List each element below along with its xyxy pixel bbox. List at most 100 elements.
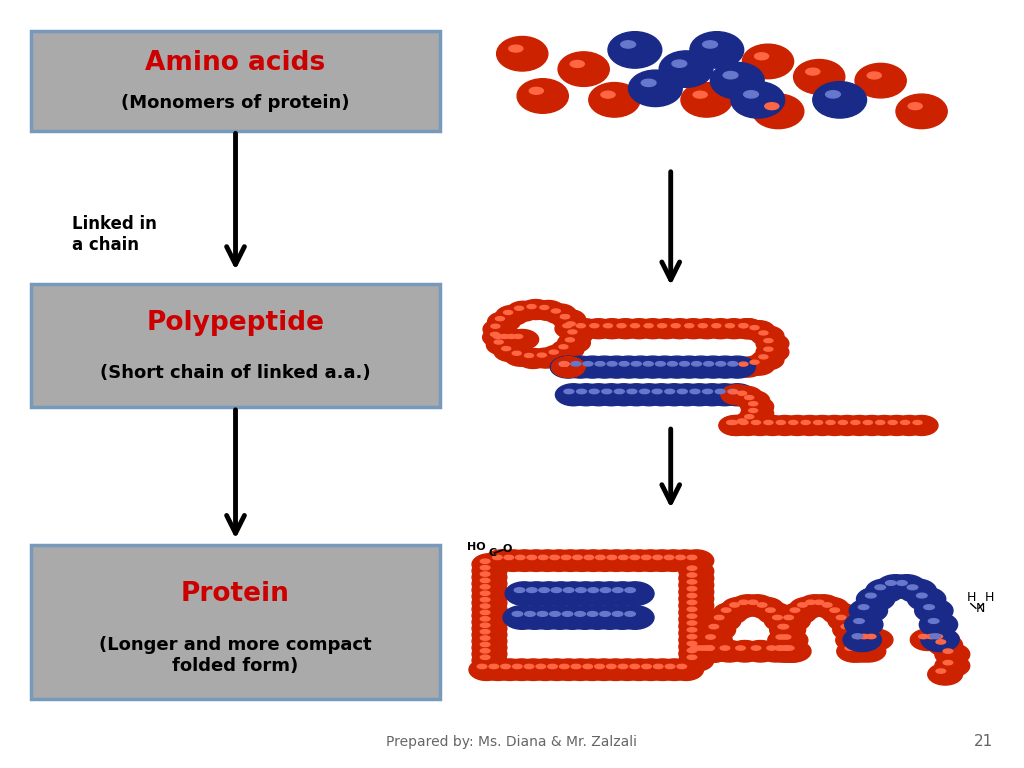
Ellipse shape — [633, 550, 668, 571]
Ellipse shape — [571, 362, 581, 366]
Ellipse shape — [553, 310, 586, 329]
Ellipse shape — [943, 660, 952, 665]
Ellipse shape — [539, 555, 548, 560]
Ellipse shape — [826, 421, 835, 425]
Ellipse shape — [472, 650, 507, 671]
Ellipse shape — [472, 554, 507, 575]
Ellipse shape — [806, 68, 820, 75]
Ellipse shape — [859, 646, 868, 650]
Ellipse shape — [708, 356, 743, 378]
Ellipse shape — [506, 329, 539, 349]
Ellipse shape — [568, 319, 601, 339]
Ellipse shape — [480, 649, 489, 653]
Ellipse shape — [603, 582, 642, 605]
Ellipse shape — [690, 319, 723, 339]
Ellipse shape — [657, 659, 692, 680]
Ellipse shape — [591, 582, 630, 605]
Ellipse shape — [779, 624, 788, 629]
Ellipse shape — [764, 421, 773, 425]
Ellipse shape — [739, 362, 748, 366]
Ellipse shape — [851, 641, 886, 662]
Text: H: H — [985, 591, 994, 604]
Ellipse shape — [606, 384, 642, 406]
Ellipse shape — [687, 594, 696, 598]
Ellipse shape — [579, 582, 617, 605]
Ellipse shape — [555, 319, 588, 339]
Ellipse shape — [867, 72, 882, 79]
Ellipse shape — [844, 641, 879, 662]
Ellipse shape — [725, 324, 734, 328]
Ellipse shape — [908, 103, 923, 110]
Ellipse shape — [738, 600, 749, 604]
Ellipse shape — [641, 555, 651, 560]
Ellipse shape — [683, 356, 719, 378]
Ellipse shape — [707, 384, 742, 406]
Ellipse shape — [560, 362, 568, 366]
Ellipse shape — [664, 319, 696, 339]
Ellipse shape — [836, 630, 870, 651]
Ellipse shape — [936, 640, 945, 644]
Ellipse shape — [505, 346, 538, 366]
Ellipse shape — [828, 610, 863, 631]
Ellipse shape — [657, 324, 667, 328]
Ellipse shape — [677, 664, 686, 669]
Ellipse shape — [496, 316, 505, 321]
Ellipse shape — [574, 356, 610, 378]
Ellipse shape — [652, 389, 663, 394]
Ellipse shape — [472, 611, 507, 633]
Ellipse shape — [822, 603, 833, 607]
Ellipse shape — [472, 644, 507, 665]
Ellipse shape — [696, 641, 731, 662]
Ellipse shape — [851, 421, 860, 425]
Ellipse shape — [548, 664, 557, 669]
Ellipse shape — [551, 659, 586, 680]
Ellipse shape — [595, 362, 605, 366]
Ellipse shape — [655, 362, 666, 366]
Ellipse shape — [555, 384, 592, 406]
Text: Prepared by: Ms. Diana & Mr. Zalzali: Prepared by: Ms. Diana & Mr. Zalzali — [386, 735, 638, 749]
Ellipse shape — [881, 415, 913, 435]
Ellipse shape — [921, 628, 959, 651]
Ellipse shape — [770, 619, 805, 641]
Ellipse shape — [582, 319, 614, 339]
Ellipse shape — [766, 608, 775, 612]
Ellipse shape — [700, 619, 735, 641]
Ellipse shape — [767, 646, 776, 650]
Ellipse shape — [579, 606, 616, 629]
Ellipse shape — [764, 347, 773, 351]
Ellipse shape — [925, 629, 959, 650]
Ellipse shape — [825, 91, 841, 98]
Ellipse shape — [560, 362, 568, 366]
Ellipse shape — [560, 362, 568, 366]
Ellipse shape — [600, 611, 610, 616]
Ellipse shape — [490, 333, 500, 336]
Ellipse shape — [752, 350, 784, 370]
Ellipse shape — [774, 641, 809, 662]
Ellipse shape — [900, 421, 909, 425]
Ellipse shape — [577, 324, 586, 328]
Ellipse shape — [541, 606, 579, 629]
Ellipse shape — [477, 664, 486, 669]
Ellipse shape — [472, 579, 507, 601]
Ellipse shape — [552, 357, 585, 377]
Ellipse shape — [636, 319, 669, 339]
Ellipse shape — [893, 415, 926, 435]
Ellipse shape — [740, 397, 773, 417]
Ellipse shape — [679, 629, 714, 650]
Ellipse shape — [778, 624, 787, 629]
Ellipse shape — [529, 348, 562, 368]
Ellipse shape — [622, 659, 656, 680]
Ellipse shape — [749, 409, 758, 412]
Ellipse shape — [653, 555, 663, 560]
Ellipse shape — [858, 629, 893, 650]
Ellipse shape — [472, 624, 507, 646]
Ellipse shape — [625, 611, 635, 616]
Ellipse shape — [587, 356, 623, 378]
Ellipse shape — [791, 608, 800, 612]
Ellipse shape — [752, 326, 784, 346]
Ellipse shape — [719, 415, 752, 435]
Ellipse shape — [776, 421, 785, 425]
Ellipse shape — [529, 582, 568, 605]
Ellipse shape — [641, 79, 656, 87]
Text: O: O — [503, 545, 512, 554]
